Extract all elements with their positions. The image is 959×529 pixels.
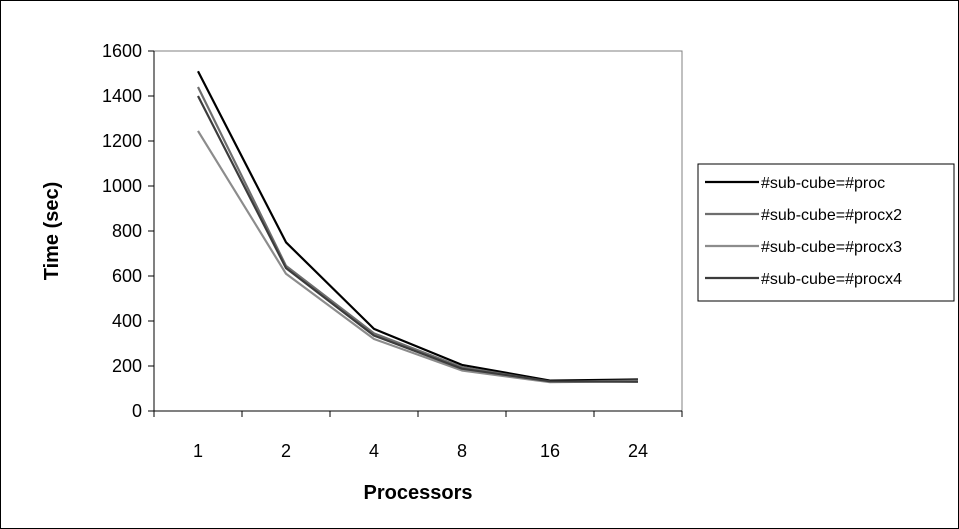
y-tick-label: 200 [112, 356, 142, 376]
legend-label: #sub-cube=#procx4 [761, 271, 902, 288]
legend-label: #sub-cube=#procx2 [761, 207, 902, 224]
y-axis: 0 200 400 600 800 1000 1200 1400 1600 [102, 41, 155, 421]
plot-area [153, 50, 683, 412]
series-line-4 [197, 95, 639, 383]
y-tick-label: 1200 [102, 131, 142, 151]
x-axis: 1 2 4 8 16 24 [153, 410, 683, 461]
x-tick-label: 24 [628, 441, 648, 461]
y-tick-label: 1400 [102, 86, 142, 106]
y-tick-label: 600 [112, 266, 142, 286]
x-tick-label: 16 [540, 441, 560, 461]
x-tick-label: 4 [369, 441, 379, 461]
y-tick-label: 800 [112, 221, 142, 241]
y-tick-label: 400 [112, 311, 142, 331]
legend-label: #sub-cube=#proc [761, 175, 885, 192]
series-lines [197, 70, 639, 384]
y-tick-label: 1600 [102, 41, 142, 61]
x-tick-label: 1 [193, 441, 203, 461]
legend: #sub-cube=#proc #sub-cube=#procx2 #sub-cub… [697, 163, 955, 302]
y-axis-title: Time (sec) [41, 182, 63, 281]
x-tick-label: 2 [281, 441, 291, 461]
legend-label: #sub-cube=#procx3 [761, 239, 902, 256]
y-tick-label: 0 [132, 401, 142, 421]
x-tick-label: 8 [457, 441, 467, 461]
y-tick-label: 1000 [102, 176, 142, 196]
x-axis-title: Processors [364, 482, 473, 504]
